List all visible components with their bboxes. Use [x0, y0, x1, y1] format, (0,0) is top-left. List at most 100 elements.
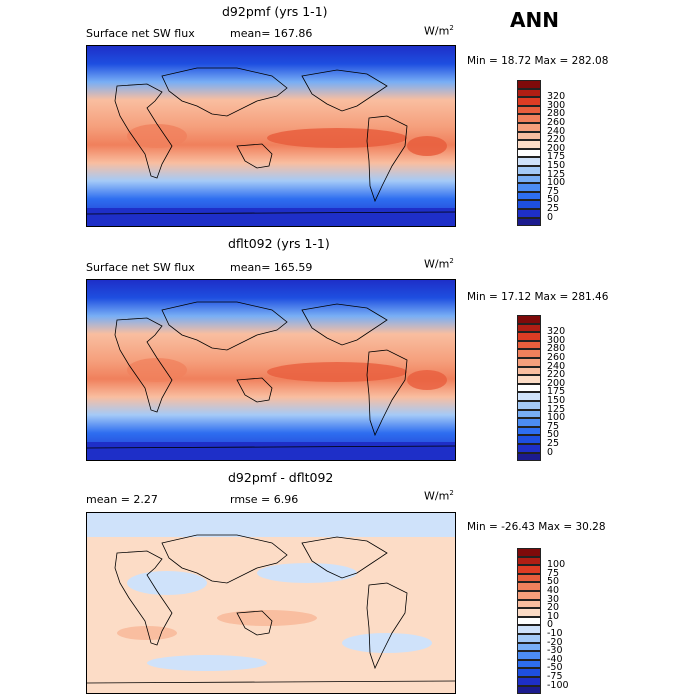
colorbar-level-label: 75 — [547, 567, 560, 579]
colorbar-level-label: 175 — [547, 386, 566, 398]
colorbar-level-label: 50 — [547, 194, 560, 206]
colorbar-swatch — [517, 340, 541, 350]
colorbar-swatch — [517, 556, 541, 566]
colorbar-level-label: 75 — [547, 420, 560, 432]
colorbar-level-label: 125 — [547, 403, 566, 415]
colorbar-level-label: 260 — [547, 117, 566, 128]
colorbar-level-label: 280 — [547, 108, 566, 120]
colorbar-swatch — [517, 80, 541, 89]
colorbar-swatch — [517, 634, 541, 643]
colorbar-swatch — [517, 642, 541, 652]
panel-unit: W/m2 — [424, 257, 454, 271]
panel-variable: Surface net SW flux — [86, 261, 195, 274]
colorbar-level-label: 300 — [547, 334, 566, 346]
panel-unit: W/m2 — [424, 489, 454, 503]
panel-variable: Surface net SW flux — [86, 27, 195, 40]
colorbar-level-label: 25 — [547, 438, 560, 449]
colorbar-swatch — [517, 183, 541, 192]
map-panel-1 — [86, 45, 456, 227]
map-panel-3 — [86, 512, 456, 694]
colorbar-swatch — [517, 668, 541, 677]
colorbar-swatch — [517, 114, 541, 123]
colorbar-swatch — [517, 651, 541, 660]
colorbar-swatch — [517, 131, 541, 141]
colorbar-swatch — [517, 418, 541, 427]
colorbar-swatch — [517, 401, 541, 410]
panel-title: d92pmf - dflt092 — [228, 470, 334, 485]
colorbar-swatch — [517, 209, 541, 218]
colorbar-swatch — [517, 88, 541, 98]
colorbar-level-label: 220 — [547, 134, 566, 146]
map-svg — [87, 46, 455, 226]
panel-title: d92pmf (yrs 1-1) — [222, 4, 328, 19]
colorbar-swatch — [517, 582, 541, 591]
colorbar-swatch — [517, 444, 541, 453]
colorbar-swatch — [517, 174, 541, 184]
colorbar-level-label: 150 — [547, 160, 566, 171]
panel-title: dflt092 (yrs 1-1) — [228, 236, 330, 251]
panel-rmse: rmse = 6.96 — [230, 493, 299, 506]
colorbar-level-label: 0 — [547, 446, 554, 458]
colorbar-swatch — [517, 591, 541, 600]
colorbar-level-label: -40 — [547, 653, 563, 665]
colorbar-level-label: 100 — [547, 559, 566, 571]
colorbar-level-label: -50 — [547, 662, 563, 674]
panel-minmax: Min = 18.72 Max = 282.08 — [467, 55, 609, 67]
colorbar-level-label: 100 — [547, 177, 566, 189]
colorbar-swatch — [517, 358, 541, 367]
colorbar-swatch — [517, 573, 541, 583]
map-svg — [87, 280, 455, 460]
colorbar-level-label: 260 — [547, 352, 566, 363]
season-label: ANN — [510, 8, 559, 32]
colorbar-level-label: 30 — [547, 593, 560, 605]
colorbar-level-label: -100 — [547, 679, 569, 691]
colorbar-swatch — [517, 349, 541, 358]
colorbar-level-label: -75 — [547, 671, 563, 682]
colorbar-level-label: -30 — [547, 645, 563, 657]
colorbar-swatch — [517, 685, 541, 695]
colorbar-swatch — [517, 140, 541, 149]
colorbar-3: -100 -75 -50 -40 -30 -20 -10 0 10 20 30 40 50 75 100 — [517, 548, 569, 695]
colorbar-swatch — [517, 191, 541, 201]
colorbar-swatch — [517, 383, 541, 393]
colorbar-swatch — [517, 452, 541, 462]
colorbar-level-label: 240 — [547, 125, 566, 137]
panel-mean: mean = 2.27 — [86, 493, 158, 506]
colorbar-swatch — [517, 123, 541, 132]
colorbar-level-label: 150 — [547, 395, 566, 406]
colorbar-swatch — [517, 435, 541, 444]
colorbar-swatch — [517, 616, 541, 626]
colorbar-level-label: 280 — [547, 343, 566, 355]
colorbar-level-label: 0 — [547, 211, 554, 223]
colorbar-swatch — [517, 565, 541, 574]
colorbar-level-label: 20 — [547, 602, 560, 614]
colorbar-level-label: 0 — [547, 619, 554, 631]
colorbar-swatch — [517, 166, 541, 175]
colorbar-level-label: 125 — [547, 168, 566, 180]
colorbar-swatch — [517, 426, 541, 436]
colorbar-level-label: 300 — [547, 99, 566, 111]
colorbar-level-label: 200 — [547, 377, 566, 389]
colorbar-swatch — [517, 97, 541, 106]
map-panel-2 — [86, 279, 456, 461]
colorbar-swatch — [517, 392, 541, 401]
panel-minmax: Min = -26.43 Max = 30.28 — [467, 521, 606, 533]
colorbar-swatch — [517, 375, 541, 384]
colorbar-level-label: 10 — [547, 610, 560, 622]
colorbar-level-label: 200 — [547, 142, 566, 154]
panel-unit: W/m2 — [424, 24, 454, 38]
panel-mean: mean= 165.59 — [230, 261, 313, 274]
colorbar-level-label: 320 — [547, 326, 566, 338]
colorbar-swatch — [517, 409, 541, 419]
colorbar-level-label: 40 — [547, 585, 560, 596]
map-svg — [87, 513, 455, 693]
colorbar-level-label: 240 — [547, 360, 566, 372]
colorbar-swatch — [517, 548, 541, 557]
colorbar-swatch — [517, 608, 541, 617]
colorbar-level-label: 220 — [547, 369, 566, 381]
colorbar-swatch — [517, 105, 541, 115]
panel-minmax: Min = 17.12 Max = 281.46 — [467, 291, 609, 303]
colorbar-swatch — [517, 625, 541, 634]
colorbar-swatch — [517, 315, 541, 324]
colorbar-level-label: 175 — [547, 151, 566, 163]
